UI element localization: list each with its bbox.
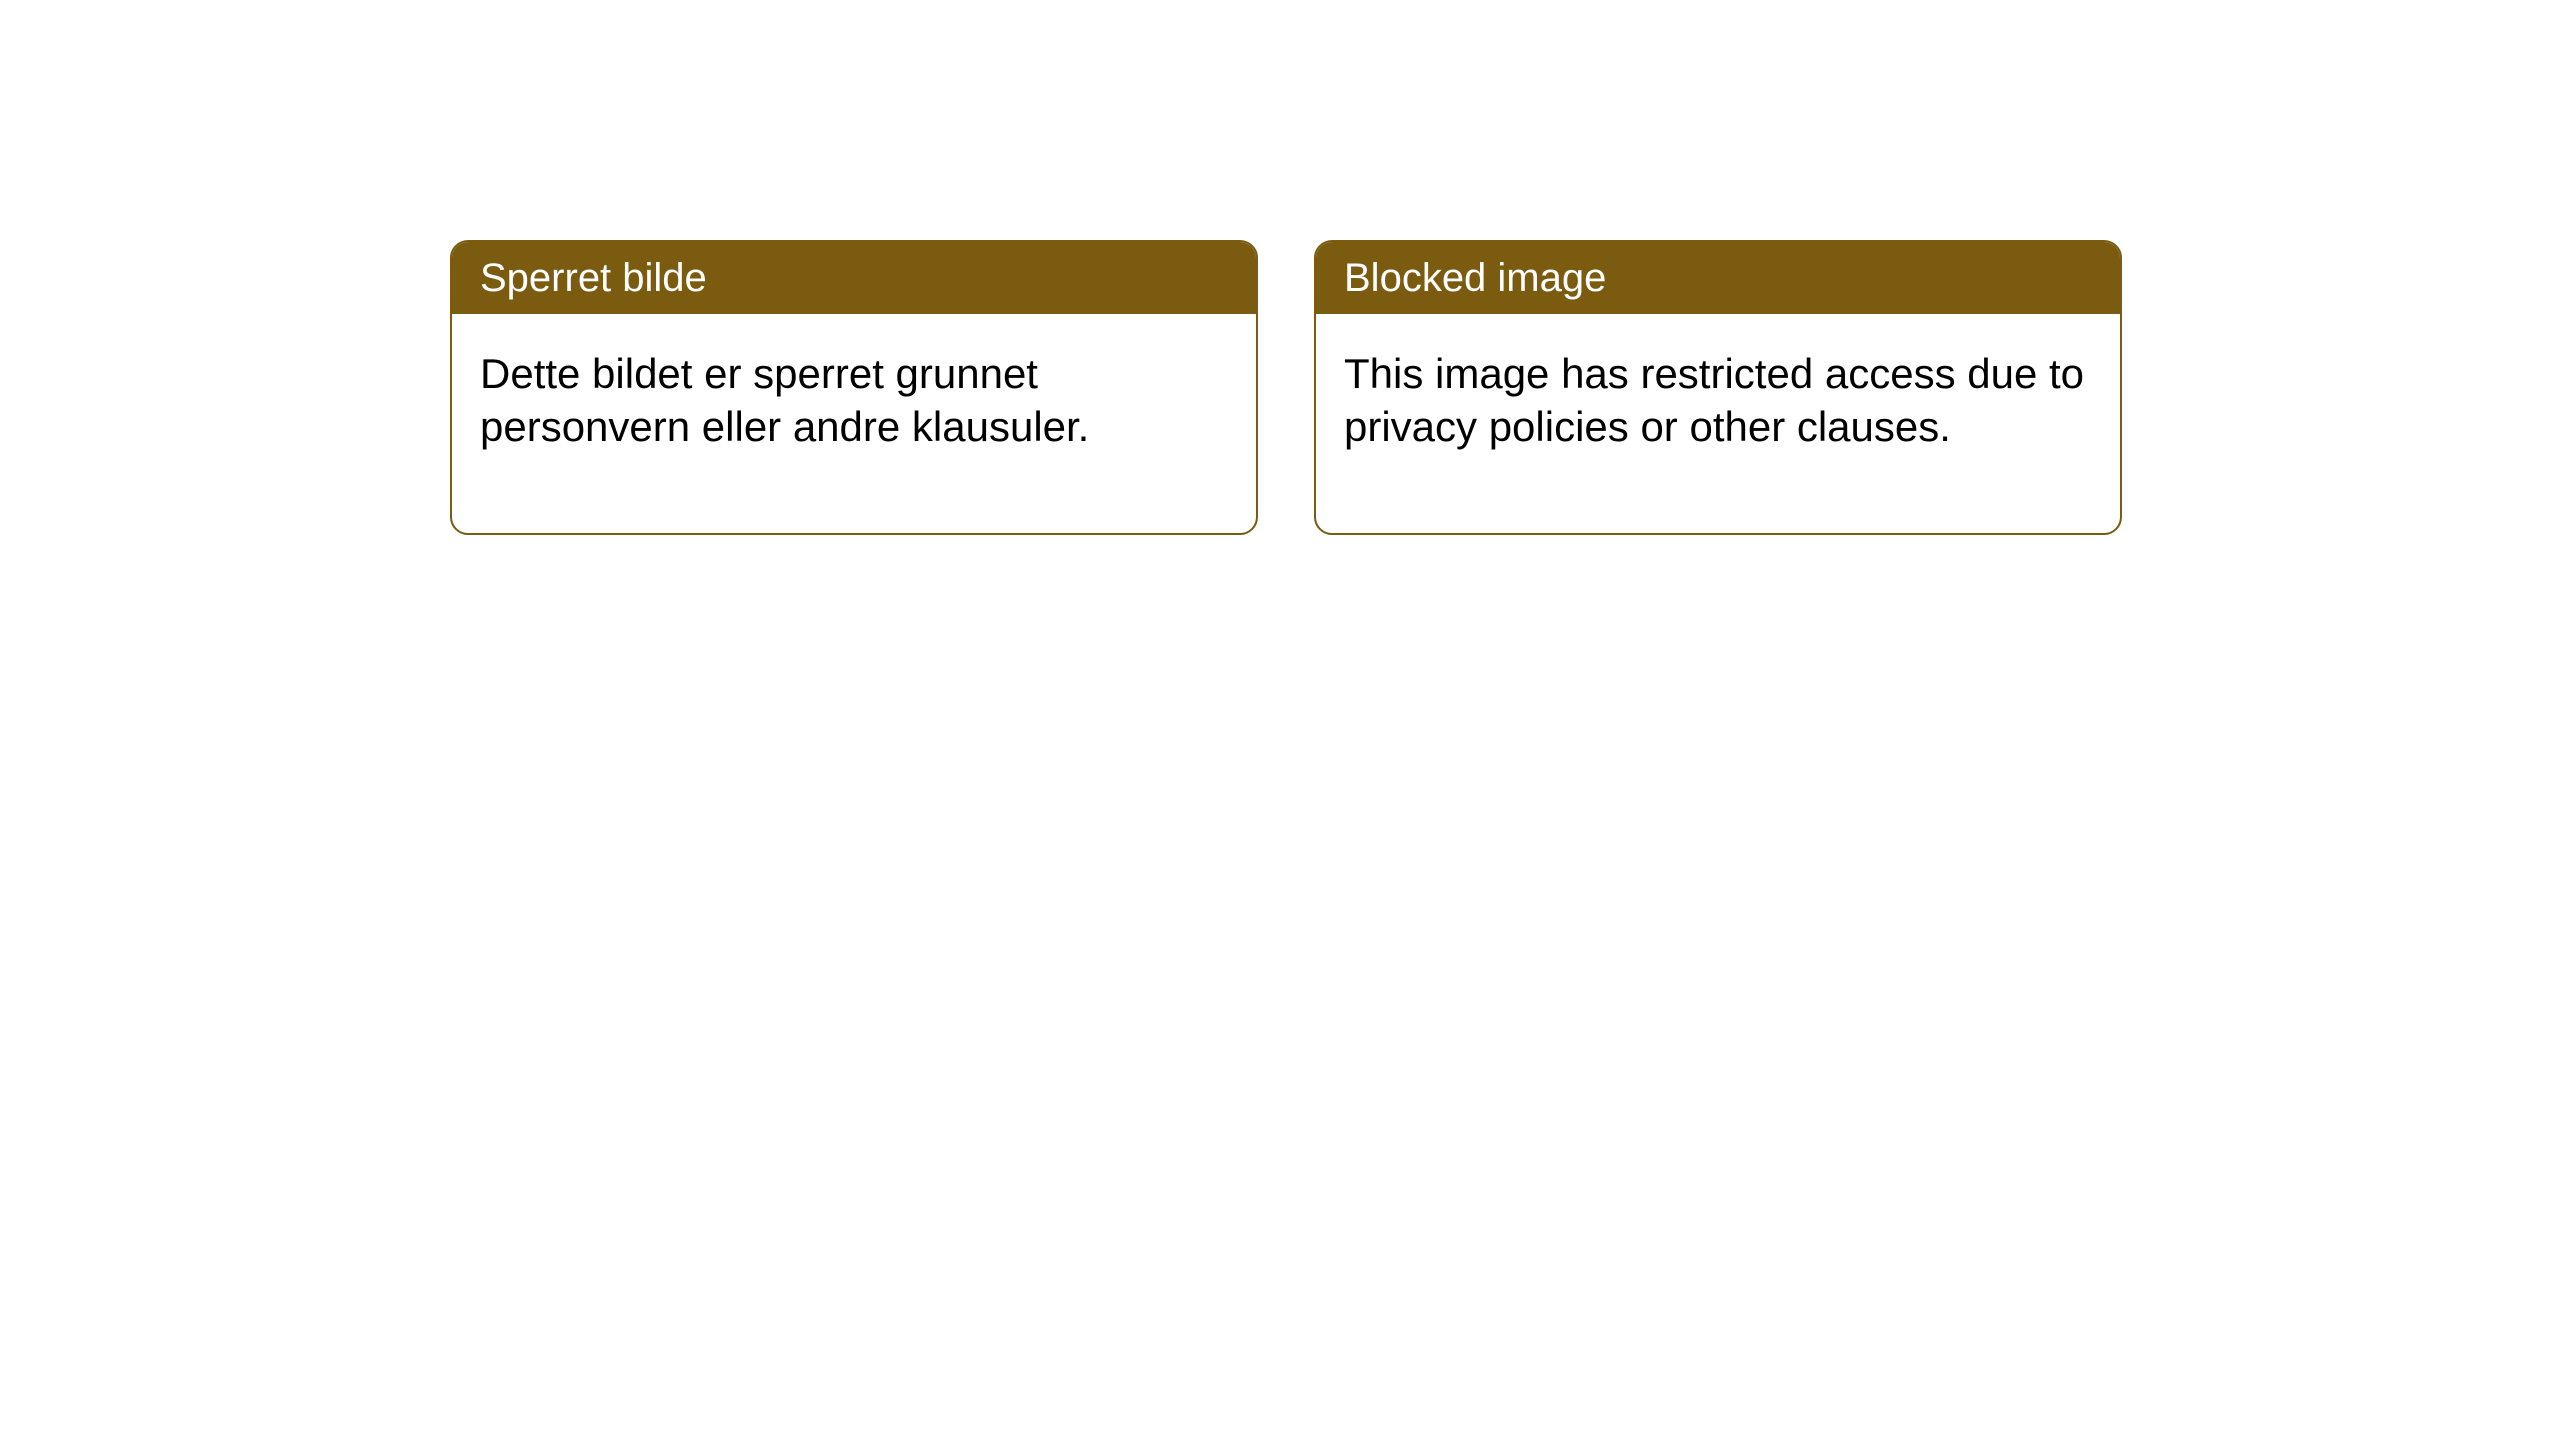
card-body-left: Dette bildet er sperret grunnet personve…: [452, 314, 1256, 533]
card-body-right: This image has restricted access due to …: [1316, 314, 2120, 533]
card-header-left: Sperret bilde: [452, 242, 1256, 314]
card-header-right: Blocked image: [1316, 242, 2120, 314]
card-text-left: Dette bildet er sperret grunnet personve…: [480, 350, 1089, 450]
card-title-left: Sperret bilde: [480, 256, 707, 300]
card-title-right: Blocked image: [1344, 256, 1606, 300]
card-text-right: This image has restricted access due to …: [1344, 350, 2084, 450]
notice-card-right: Blocked image This image has restricted …: [1314, 240, 2122, 535]
notice-container: Sperret bilde Dette bildet er sperret gr…: [450, 240, 2122, 535]
notice-card-left: Sperret bilde Dette bildet er sperret gr…: [450, 240, 1258, 535]
